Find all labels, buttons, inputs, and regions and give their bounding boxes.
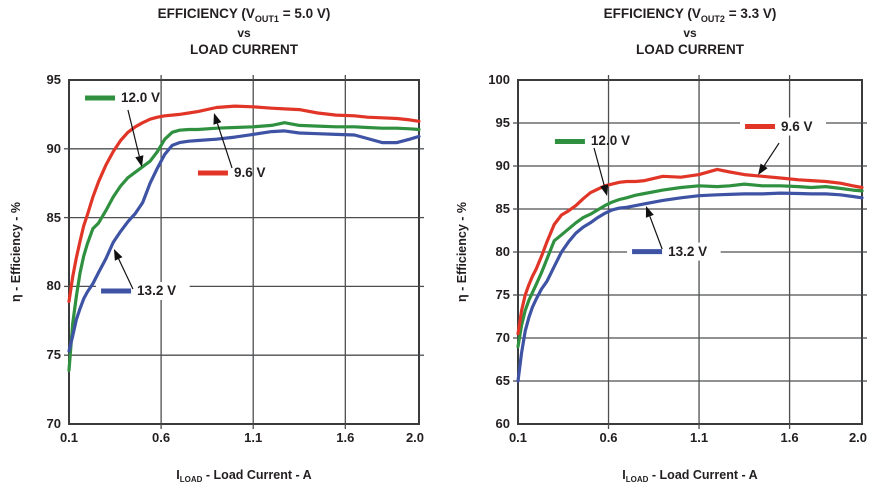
x-tick-label: 1.6 — [780, 430, 799, 445]
xlabel-subscript: LOAD — [179, 475, 203, 484]
series-path-13.2V — [67, 129, 421, 353]
chart-title-line1: EFFICIENCY (VOUT2 = 3.3 V) — [603, 6, 777, 24]
annotation-arrowhead — [135, 155, 144, 167]
chart-title-line3: LOAD CURRENT — [636, 42, 744, 57]
series-path-9.6V — [67, 104, 421, 304]
series-path-13.2V — [516, 191, 864, 383]
annotation-arrow-line — [649, 216, 663, 250]
annotation-arrow-line — [763, 142, 780, 167]
y-tick-label: 60 — [495, 416, 510, 431]
y-tick-label: 85 — [46, 209, 61, 225]
legend-label: 9.6 V — [781, 118, 813, 134]
y-tick-label: 90 — [46, 140, 61, 156]
legend-mask — [627, 242, 721, 261]
chart-title-line2: vs — [237, 26, 251, 40]
annotation-arrow-line — [216, 123, 233, 169]
series-path-12.0V — [516, 182, 864, 349]
y-axis-label: η - Efficiency - % — [9, 201, 23, 303]
chart-title-line1: EFFICIENCY (VOUT1 = 5.0 V) — [157, 6, 331, 24]
series-path-12.0V — [67, 121, 421, 372]
y-tick-label: 70 — [495, 330, 510, 345]
annotation-arrow-line — [118, 258, 134, 290]
title-subscript: OUT1 — [254, 13, 279, 24]
chart-title-line3: LOAD CURRENT — [190, 42, 298, 57]
title-subscript: OUT2 — [700, 13, 725, 24]
chart-title: EFFICIENCY (VOUT2 = 3.3 V) vs LOAD CURRE… — [540, 6, 840, 58]
xlabel-subscript: LOAD — [625, 475, 649, 484]
x-tick-label: 1.1 — [244, 430, 263, 445]
series-path-9.6V — [516, 167, 864, 336]
chart-title: EFFICIENCY (VOUT1 = 5.0 V) vs LOAD CURRE… — [94, 6, 394, 58]
legend-label: 13.2 V — [137, 282, 177, 298]
annotation-arrowhead — [758, 163, 768, 176]
legend-mask — [740, 117, 827, 136]
y-tick-label: 85 — [495, 201, 510, 216]
y-tick-label: 65 — [495, 373, 510, 388]
y-tick-label: 100 — [488, 72, 510, 87]
y-axis-label: η - Efficiency - % — [455, 201, 469, 303]
x-tick-label: 1.6 — [336, 430, 355, 445]
annotation-arrowhead — [113, 248, 123, 261]
x-tick-label: 2.0 — [848, 430, 868, 445]
x-tick-label: 0.1 — [59, 430, 79, 445]
x-tick-label: 2.0 — [405, 430, 425, 445]
annotation-arrowhead — [213, 113, 222, 125]
y-tick-label: 75 — [46, 347, 61, 363]
y-tick-label: 75 — [495, 287, 510, 302]
y-tick-label: 80 — [495, 244, 510, 259]
x-axis-label: ILOAD - Load Current - A — [622, 468, 758, 484]
x-tick-label: 0.1 — [508, 430, 528, 445]
x-tick-label: 0.6 — [599, 430, 618, 445]
legend-label: 9.6 V — [233, 165, 266, 181]
y-tick-label: 95 — [495, 115, 510, 130]
x-tick-label: 0.6 — [152, 430, 171, 445]
y-tick-label: 80 — [46, 278, 61, 294]
legend-mask — [96, 281, 190, 300]
annotation-arrowhead — [645, 205, 654, 218]
plot-border — [68, 79, 420, 425]
x-tick-label: 1.1 — [690, 430, 709, 445]
y-tick-label: 70 — [46, 416, 61, 431]
legend-label: 12.0 V — [121, 90, 161, 106]
legend-label: 12.0 V — [590, 133, 630, 149]
annotation-arrow-line — [593, 147, 605, 186]
y-tick-label: 95 — [46, 72, 61, 87]
y-tick-label: 90 — [495, 158, 510, 173]
legend-label: 13.2 V — [668, 243, 708, 259]
annotation-arrow-line — [127, 109, 140, 157]
x-axis-label: ILOAD - Load Current - A — [176, 468, 312, 484]
chart-title-line2: vs — [683, 26, 697, 40]
annotation-arrowhead — [600, 184, 609, 197]
